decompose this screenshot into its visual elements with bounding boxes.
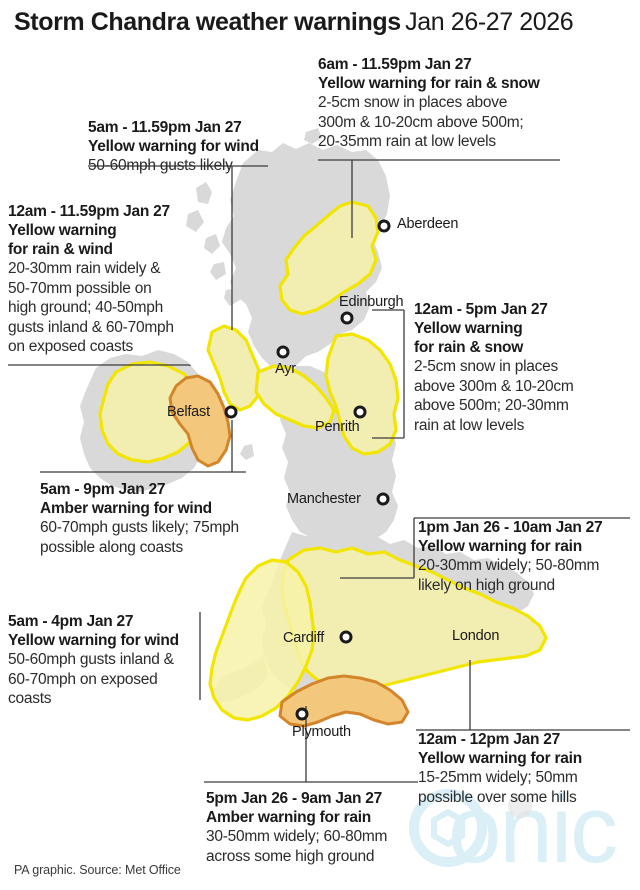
warning-area-ni-amber-wind	[168, 374, 232, 468]
annotation-sw-amber-rain: 5pm Jan 26 - 9am Jan 27 Amber warning fo…	[206, 789, 446, 866]
warning-area-sw-scotland-wind	[254, 364, 336, 430]
city-dot-manchester	[376, 492, 390, 506]
title-light: Jan 26-27 2026	[405, 8, 574, 36]
annotation-detail-line: 60-70mph on exposed	[8, 670, 158, 688]
page-title: Storm Chandra weather warnings Jan 26-27…	[14, 8, 574, 37]
annotation-type: Amber warning for wind	[40, 500, 212, 517]
annotation-time: 5pm Jan 26 - 9am Jan 27	[206, 790, 383, 807]
annotation-type: Yellow warning	[414, 320, 523, 337]
city-label-penrith: Penrith	[315, 419, 360, 435]
annotation-detail-line: possible over some hills	[418, 788, 577, 806]
annotation-detail-line: 50-70mm possible on	[8, 279, 152, 297]
annotation-wales-rain: 1pm Jan 26 - 10am Jan 27 Yellow warning …	[418, 518, 633, 595]
warning-area-scotland-rain-snow	[278, 200, 380, 316]
annotation-detail-line: 50-60mph gusts inland &	[8, 651, 174, 668]
annotation-type-cont: for rain & snow	[414, 339, 524, 356]
annotation-time: 12am - 5pm Jan 27	[414, 301, 548, 318]
city-label-cardiff: Cardiff	[283, 630, 325, 646]
annotation-north-england-rain-snow: 12am - 5pm Jan 27 Yellow warning for rai…	[414, 300, 629, 435]
annotation-detail-line: 2-5cm snow in places above	[318, 94, 508, 111]
annotation-detail-line: 20-30mm rain widely &	[8, 260, 161, 277]
warning-area-nw-scotland-wind	[206, 324, 264, 412]
annotation-detail-line: 50-60mph gusts likely	[88, 157, 233, 174]
annotation-detail-line: high ground; 40-50mph	[8, 299, 164, 316]
annotation-nw-scotland-wind: 5am - 11.59pm Jan 27 Yellow warning for …	[88, 118, 278, 176]
svg-text:onic: onic	[448, 776, 616, 883]
warning-area-wales-sw-wind	[208, 558, 316, 722]
leader-lines	[8, 159, 630, 783]
annotation-type: Yellow warning for wind	[88, 138, 259, 155]
annotation-type: Yellow warning for rain & snow	[318, 75, 540, 92]
annotation-detail-line: on exposed coasts	[8, 338, 134, 355]
annotation-detail-line: 60-70mph gusts likely; 75mph	[40, 519, 239, 536]
annotation-se-england-rain: 12am - 12pm Jan 27 Yellow warning for ra…	[418, 730, 633, 807]
annotation-detail-line: coasts	[8, 690, 52, 707]
city-label-aberdeen: Aberdeen	[397, 216, 459, 232]
city-label-edinburgh: Edinburgh	[339, 294, 404, 310]
warning-area-north-england-rain-snow	[324, 332, 400, 456]
annotation-wales-sw-wind: 5am - 4pm Jan 27 Yellow warning for wind…	[8, 612, 203, 709]
annotation-type: Yellow warning for rain	[418, 750, 582, 767]
annotation-detail-line: across some high ground	[206, 847, 375, 865]
annotation-detail-line: 20-35mm rain at low levels	[318, 133, 496, 150]
source-credit: PA graphic. Source: Met Office	[14, 863, 181, 877]
annotation-time: 12am - 11.59pm Jan 27	[8, 203, 170, 220]
annotation-detail-line: rain at low levels	[414, 416, 525, 434]
annotation-ni-rain-wind: 12am - 11.59pm Jan 27 Yellow warning for…	[8, 202, 208, 357]
annotation-type-cont: for rain & wind	[8, 241, 113, 258]
city-dot-cardiff	[339, 630, 353, 644]
annotation-scotland-rain-snow: 6am - 11.59pm Jan 27 Yellow warning for …	[318, 55, 598, 152]
annotation-detail-line: above 500m; 20-30mm	[414, 397, 569, 414]
warning-area-sw-amber-rain	[278, 674, 410, 728]
iconic-watermark: onic	[409, 776, 618, 883]
title-bold: Storm Chandra weather warnings	[14, 8, 401, 36]
annotation-detail-line: 20-30mm widely; 50-80mm	[418, 557, 600, 574]
city-dot-belfast	[224, 405, 238, 419]
city-dot-ayr	[276, 345, 290, 359]
city-label-belfast: Belfast	[167, 404, 210, 420]
city-label-ayr: Ayr	[275, 361, 296, 377]
annotation-time: 6am - 11.59pm Jan 27	[318, 56, 472, 73]
annotation-time: 1pm Jan 26 - 10am Jan 27	[418, 519, 603, 536]
annotation-ni-amber-wind: 5am - 9pm Jan 27 Amber warning for wind …	[40, 480, 300, 557]
annotation-type: Yellow warning for rain	[418, 538, 582, 555]
annotation-time: 5am - 4pm Jan 27	[8, 613, 134, 630]
annotation-detail-line: 30-50mm widely; 60-80mm	[206, 828, 388, 845]
city-dot-edinburgh	[340, 311, 354, 325]
annotation-time: 12am - 12pm Jan 27	[418, 731, 560, 748]
annotation-type: Amber warning for rain	[206, 809, 372, 826]
annotation-type: Yellow warning	[8, 222, 117, 239]
annotation-detail-line: above 300m & 10-20cm	[414, 377, 574, 395]
city-label-manchester: Manchester	[287, 491, 361, 507]
city-dot-aberdeen	[377, 219, 391, 233]
annotation-time: 5am - 11.59pm Jan 27	[88, 119, 242, 136]
city-dot-plymouth	[295, 707, 309, 721]
annotation-type: Yellow warning for wind	[8, 632, 179, 649]
city-label-london: London	[452, 628, 500, 644]
annotation-detail-line: 15-25mm widely; 50mm	[418, 769, 578, 786]
annotation-detail-line: 300m & 10-20cm above 500m;	[318, 113, 524, 131]
annotation-detail-line: likely on high ground	[418, 576, 555, 594]
annotation-detail-line: possible along coasts	[40, 538, 183, 556]
annotation-time: 5am - 9pm Jan 27	[40, 481, 166, 498]
annotation-detail-line: gusts inland & 60-70mph	[8, 318, 174, 336]
annotation-detail-line: 2-5cm snow in places	[414, 358, 559, 375]
city-label-plymouth: Plymouth	[292, 724, 351, 740]
city-dot-penrith	[353, 405, 367, 419]
